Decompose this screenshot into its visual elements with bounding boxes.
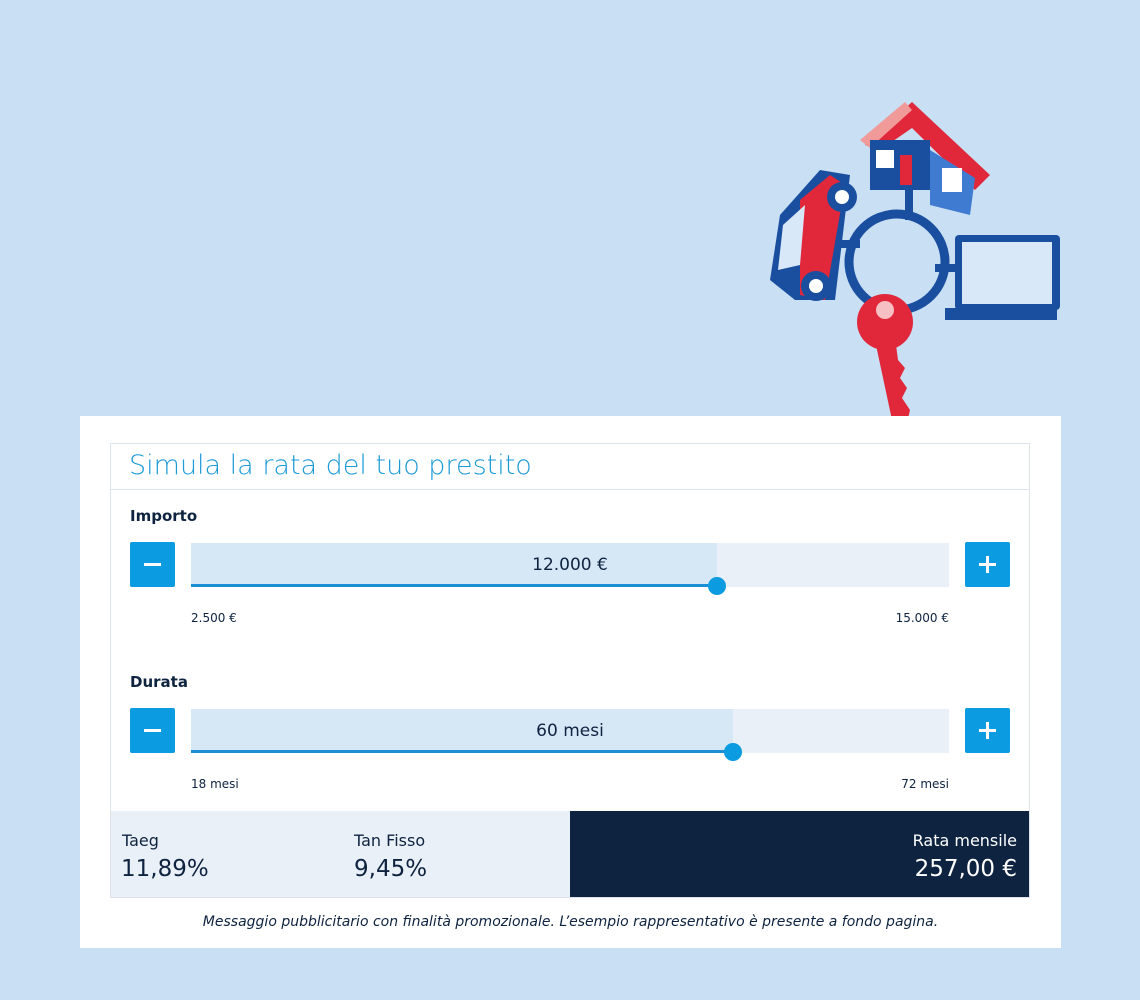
slider-label: Durata [130,673,188,691]
minus-button[interactable] [130,542,175,587]
slider-track[interactable]: 60 mesi [191,709,949,761]
slider-max: 72 mesi [901,777,949,791]
slider-fill [191,543,717,587]
slider-label: Importo [130,507,198,525]
minus-icon [144,563,161,566]
result-value: 11,89% [121,856,209,882]
title: Simula la rata del tuo prestito [129,450,532,481]
slider-handle[interactable] [724,743,742,761]
result-label: Tan Fisso [354,831,426,850]
slider-value: 12.000 € [532,555,608,575]
plus-button[interactable] [965,542,1010,587]
slider-min: 18 mesi [191,777,239,791]
slider-track[interactable]: 12.000 € [191,543,949,595]
result-label: Rata mensile [912,831,1017,850]
slider-max: 15.000 € [895,611,949,625]
plus-button[interactable] [965,708,1010,753]
title-bar: Simula la rata del tuo prestito [111,444,1029,490]
plus-icon [979,722,996,739]
monthly-panel: Rata mensile 257,00 € [570,811,1029,897]
slider-handle[interactable] [708,577,726,595]
result-value: 9,45% [354,856,428,882]
rates-panel: Taeg 11,89% Tan Fisso 9,45% [111,811,570,897]
keyring-illustration [770,102,1060,432]
slider-min: 2.500 € [191,611,237,625]
simulator-box: Simula la rata del tuo prestito Importo … [110,443,1030,898]
slider-value: 60 mesi [536,721,604,741]
result-label: Taeg [122,831,159,850]
result-value: 257,00 € [914,856,1017,882]
disclaimer: Messaggio pubblicitario con finalità pro… [202,914,939,930]
plus-icon [979,556,996,573]
minus-button[interactable] [130,708,175,753]
minus-icon [144,729,161,732]
slider-fill [191,709,733,753]
